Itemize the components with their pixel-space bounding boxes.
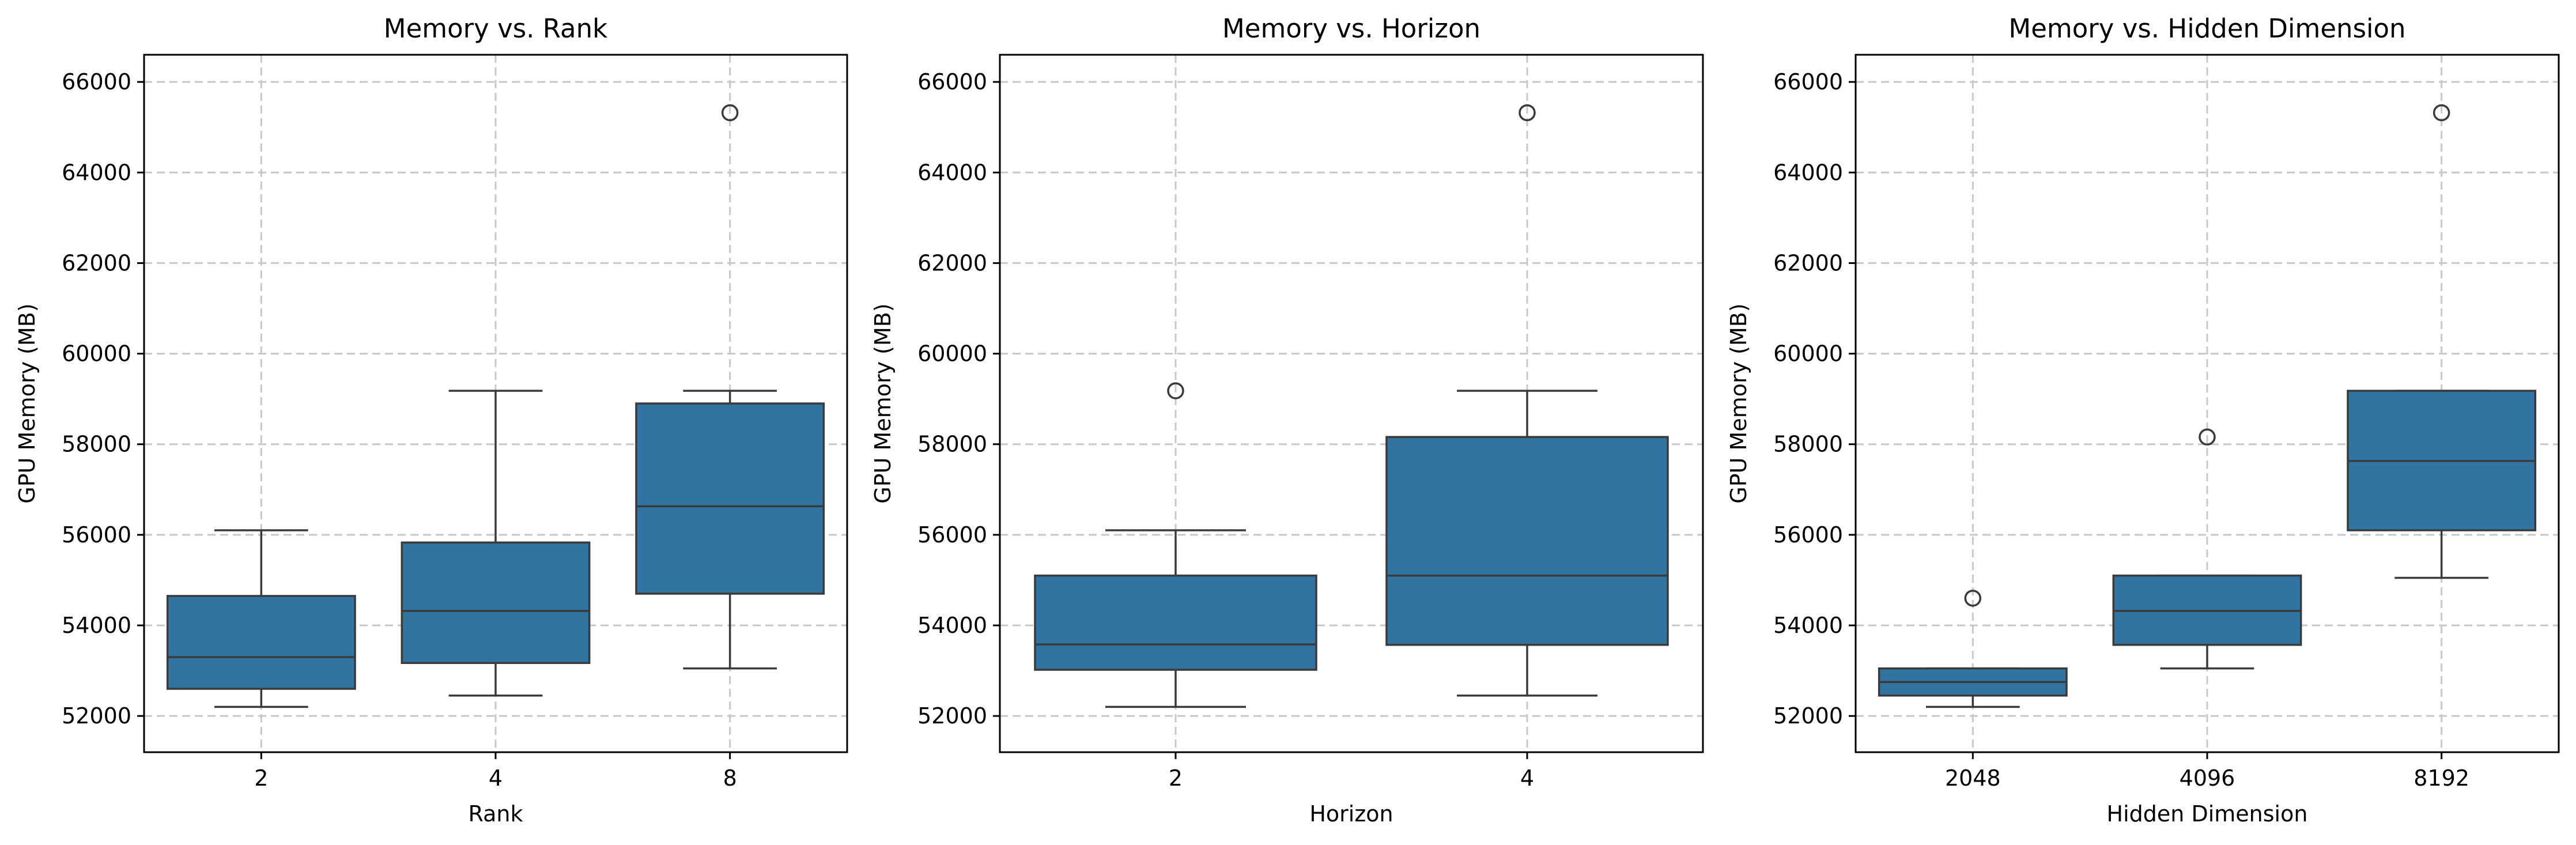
x-tick-label: 2048 <box>1945 765 2001 791</box>
y-tick-label: 58000 <box>917 432 987 457</box>
chart-panel-2: 52000 54000 56000 58000 60000 62000 64000 66000… <box>870 13 1704 827</box>
outlier-point <box>1964 590 1982 607</box>
y-tick-label: 62000 <box>1773 250 1843 276</box>
y-tick-label: 64000 <box>62 160 131 185</box>
x-tick-label: 8192 <box>2413 765 2469 791</box>
y-tick-label: 62000 <box>917 250 987 276</box>
box-2 <box>1034 382 1317 708</box>
y-tick-label: 56000 <box>62 522 131 548</box>
y-tick-label: 66000 <box>1773 69 1843 95</box>
box-8 <box>635 104 825 670</box>
y-tick-label: 52000 <box>1773 703 1843 729</box>
box-4096 <box>2112 428 2302 670</box>
y-tick-label: 56000 <box>1773 522 1843 548</box>
y-tick-label: 54000 <box>917 613 987 638</box>
chart-title: Memory vs. Horizon <box>1222 13 1480 44</box>
y-tick-label: 52000 <box>917 703 987 729</box>
box-4 <box>401 390 591 697</box>
y-tick-label: 66000 <box>917 69 987 95</box>
y-tick-label: 60000 <box>1773 341 1843 367</box>
y-tick-label: 58000 <box>1773 432 1843 457</box>
y-axis-label: GPU Memory (MB) <box>1726 303 1751 503</box>
y-tick-label: 60000 <box>62 341 131 367</box>
iqr-box <box>1385 436 1669 646</box>
chart-panel-1: 52000 54000 56000 58000 60000 62000 64000 66000… <box>14 13 848 827</box>
chart-title: Memory vs. Hidden Dimension <box>2008 13 2405 44</box>
y-tick-label: 62000 <box>62 250 131 276</box>
y-tick-label: 56000 <box>917 522 987 548</box>
x-axis-label: Rank <box>469 801 523 827</box>
iqr-box <box>401 541 591 664</box>
x-axis-label: Horizon <box>1309 801 1393 827</box>
box-8192 <box>2347 104 2537 579</box>
outlier-point <box>721 104 739 122</box>
x-tick-label: 8 <box>723 765 737 791</box>
box-2048 <box>1878 590 2068 708</box>
x-tick-label: 4 <box>489 765 503 791</box>
iqr-box <box>1034 574 1317 671</box>
y-tick-label: 64000 <box>1773 160 1843 185</box>
box-2 <box>166 529 356 708</box>
y-tick-label: 60000 <box>917 341 987 367</box>
y-tick-label: 64000 <box>917 160 987 185</box>
iqr-box <box>166 595 356 690</box>
box-4 <box>1385 104 1669 697</box>
y-tick-label: 54000 <box>62 613 131 638</box>
y-axis-label: GPU Memory (MB) <box>870 303 896 503</box>
x-tick-label: 2 <box>254 765 268 791</box>
x-tick-label: 4 <box>1520 765 1534 791</box>
iqr-box <box>635 402 825 595</box>
y-tick-label: 52000 <box>62 703 131 729</box>
y-tick-label: 66000 <box>62 69 131 95</box>
x-tick-label: 2 <box>1169 765 1183 791</box>
outlier-point <box>2433 104 2450 122</box>
x-tick-label: 4096 <box>2180 765 2235 791</box>
outlier-point <box>1519 104 1536 122</box>
chart-panel-3: 52000 54000 56000 58000 60000 62000 64000 66000… <box>1726 13 2560 827</box>
outlier-point <box>1167 382 1184 399</box>
y-tick-label: 58000 <box>62 432 131 457</box>
axes-frame <box>999 54 1704 753</box>
y-tick-label: 54000 <box>1773 613 1843 638</box>
outlier-point <box>2199 428 2216 446</box>
x-axis-label: Hidden Dimension <box>2107 801 2308 827</box>
chart-title: Memory vs. Rank <box>384 13 607 44</box>
y-axis-label: GPU Memory (MB) <box>14 303 40 503</box>
